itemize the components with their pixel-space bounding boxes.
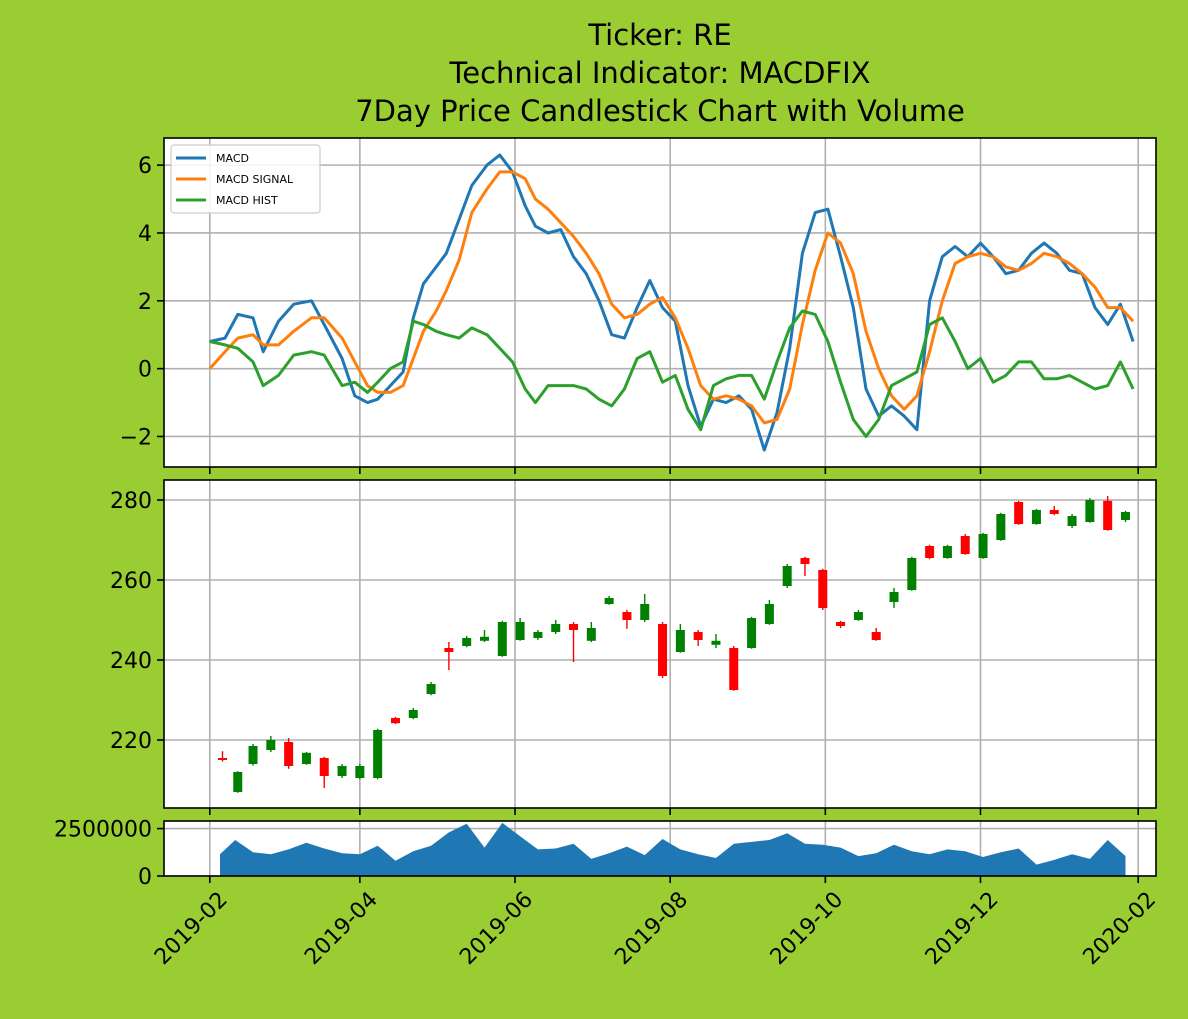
candle-body-up xyxy=(996,514,1006,540)
candle-body-up xyxy=(1120,512,1130,520)
candle-body-down xyxy=(960,536,970,554)
candle-body-down xyxy=(319,758,329,776)
price-panel: 220 240 260 280 xyxy=(110,479,1157,815)
x-tick-label: 2019-06 xyxy=(455,887,538,970)
indicator-ytick-label: 0 xyxy=(138,358,152,383)
x-tick-label: 2019-02 xyxy=(150,887,233,970)
volume-ytick-label: 0 xyxy=(138,865,152,890)
candle-body-up xyxy=(233,772,243,792)
x-axis: 2019-02 2019-04 2019-06 2019-08 2019-10 2019-… xyxy=(150,887,1161,970)
candle-body-up xyxy=(978,534,988,558)
candle-body-down xyxy=(658,624,668,676)
legend-box xyxy=(170,144,321,214)
x-tick-label: 2019-10 xyxy=(766,887,849,970)
candle-body-down xyxy=(444,648,454,652)
candle-body-up xyxy=(1085,500,1095,522)
candle-body-up xyxy=(889,592,899,602)
candle-body-up xyxy=(355,766,365,778)
candle-body-down xyxy=(1014,502,1024,524)
x-tick-label: 2020-02 xyxy=(1079,887,1162,970)
candle-body-down xyxy=(1049,510,1059,514)
candle-body-down xyxy=(836,622,846,626)
candle-body-up xyxy=(586,628,596,641)
x-tick-label: 2019-08 xyxy=(610,887,693,970)
legend-label-macd-signal-line: MACD SIGNAL xyxy=(216,173,294,186)
candle-body-up xyxy=(533,632,543,638)
candle-body-up xyxy=(373,730,383,778)
candle-body-down xyxy=(218,758,228,760)
candle-body-down xyxy=(925,546,935,558)
candle-body-up xyxy=(675,630,685,652)
indicator-ytick-label: 6 xyxy=(138,154,152,179)
candle-body-up xyxy=(479,636,489,641)
candle-body-up xyxy=(426,684,436,694)
legend: MACD MACD SIGNAL MACD HIST xyxy=(170,144,321,214)
candle-body-down xyxy=(1103,500,1113,530)
candle-body-up xyxy=(640,604,650,620)
candle-body-up xyxy=(462,638,472,646)
candle-body-down xyxy=(284,742,294,766)
price-frame xyxy=(163,479,1157,809)
candle-body-up xyxy=(551,624,561,632)
price-ytick-label: 220 xyxy=(110,729,152,754)
volume-ytick-label: 2500000 xyxy=(54,818,152,843)
candle-body-up xyxy=(515,622,525,640)
candle-body-up xyxy=(711,640,721,645)
candle-body-down xyxy=(871,632,881,640)
candle-body-up xyxy=(1031,510,1041,524)
candle-body-up xyxy=(764,604,774,624)
x-tick-label: 2019-04 xyxy=(300,887,383,970)
candle-body-up xyxy=(604,598,614,604)
candle-body-up xyxy=(248,746,258,764)
chart-title-line-2: Technical Indicator: MACDFIX xyxy=(448,56,870,90)
volume-panel: 2500000 0 xyxy=(54,818,1157,890)
candle-body-up xyxy=(266,740,276,750)
indicator-ytick-label: 4 xyxy=(138,222,152,247)
indicator-frame xyxy=(163,137,1157,468)
candle-body-down xyxy=(622,612,632,620)
chart-title-line-3: 7Day Price Candlestick Chart with Volume xyxy=(355,94,965,128)
chart-title: Ticker: RE Technical Indicator: MACDFIX … xyxy=(355,18,965,128)
price-ytick-label: 260 xyxy=(110,569,152,594)
chart-title-line-1: Ticker: RE xyxy=(587,18,731,52)
candle-body-down xyxy=(390,718,400,724)
candle-body-down xyxy=(818,570,828,608)
legend-label-macd-line: MACD xyxy=(216,152,249,165)
macd-signal-line xyxy=(208,170,1135,425)
candle-body-down xyxy=(800,558,810,564)
candle-body-up xyxy=(1067,516,1077,526)
candle-body-up xyxy=(853,612,863,620)
price-ytick-label: 280 xyxy=(110,489,152,514)
candle-body-up xyxy=(301,752,311,764)
candle-body-up xyxy=(497,622,507,656)
candle-body-down xyxy=(693,632,703,640)
indicator-ytick-label: −2 xyxy=(120,425,152,450)
x-tick-label: 2019-12 xyxy=(921,887,1004,970)
candle-body-down xyxy=(569,624,579,630)
volume-area xyxy=(220,822,1126,876)
candle-body-up xyxy=(782,566,792,586)
candle-body-up xyxy=(408,710,418,718)
volume-frame xyxy=(163,820,1157,877)
candle-body-up xyxy=(337,766,347,776)
indicator-panel: 6 4 2 0 −2 MACD MACD SIGNAL MACD HIST xyxy=(120,137,1157,474)
indicator-ytick-label: 2 xyxy=(138,290,152,315)
candle-body-up xyxy=(907,558,917,590)
candle-body-up xyxy=(747,618,757,648)
candle-body-up xyxy=(942,546,952,558)
price-ytick-label: 240 xyxy=(110,649,152,674)
legend-label-macd-hist-line: MACD HIST xyxy=(216,194,278,207)
candle-body-down xyxy=(729,648,739,690)
macd-hist-line xyxy=(209,309,1135,438)
